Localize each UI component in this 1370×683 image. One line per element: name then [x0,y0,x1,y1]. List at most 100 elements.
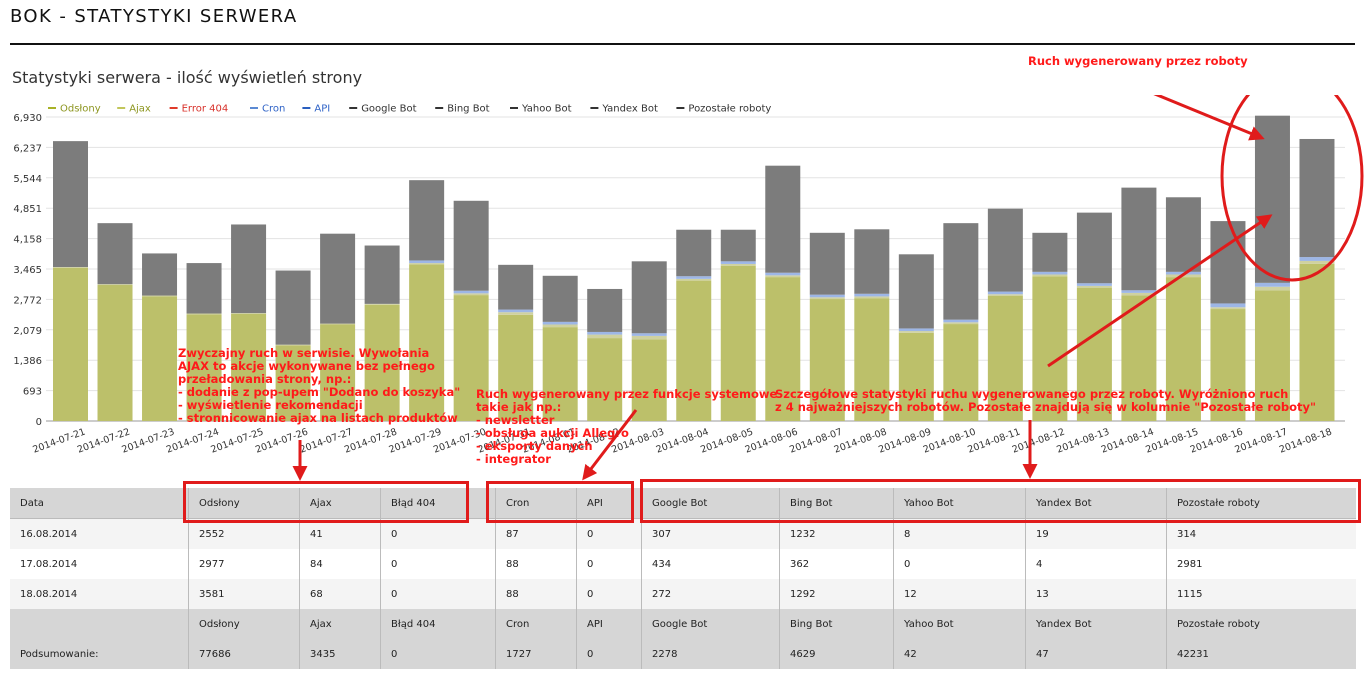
cell: 12 [893,579,1026,609]
y-tick-label: 4,158 [13,235,42,246]
stats-table: Data Odsłony Ajax Błąd 404 Cron API Goog… [10,488,1356,669]
bar-roboty [1121,187,1157,291]
col-header: Bing Bot [779,609,894,639]
arrow-to-system-group [582,409,638,481]
bar-roboty [765,165,801,273]
bar-ajax [97,284,133,286]
bar-cron [898,328,934,332]
cell: 0 [576,579,642,609]
cell: 0 [380,549,496,579]
y-tick-label: 4,851 [13,204,42,215]
cell: 0 [380,518,496,549]
cell-date: 16.08.2014 [20,528,78,540]
col-header: Odsłony [188,488,300,519]
summary-cell: 1727 [495,639,577,669]
bar-roboty [453,200,489,291]
cell: 8 [893,518,1026,549]
bar-roboty [142,253,178,296]
bar-odslony [631,339,667,421]
bar-roboty [275,270,311,345]
bar-ajax [1254,286,1290,291]
bar-odslony [1076,287,1112,421]
cell: 2552 [188,518,300,549]
bar-ajax [53,267,88,268]
y-tick-label: 2,079 [13,326,42,337]
legend-item: Cron [262,104,285,115]
bar-cron [1032,271,1068,275]
bar-odslony [854,298,890,421]
y-tick-label: 2,772 [13,295,42,306]
bar-odslony [1121,295,1157,421]
bar-roboty [898,254,934,329]
bar-odslony [320,324,356,421]
summary-cell: 3435 [299,639,381,669]
bar-ajax [854,296,890,299]
bar-ajax [409,263,445,265]
bar-roboty [809,232,845,295]
bar-ajax [231,313,267,314]
bar-cron [1254,282,1290,287]
bar-odslony [542,327,578,421]
col-header: Yandex Bot [1025,488,1167,519]
bar-roboty [1299,138,1335,258]
arrow-from-bot-details [1047,214,1273,368]
bar-odslony [53,267,88,421]
col-header: Cron [495,488,577,519]
bar-ajax [1210,307,1246,310]
cell-date: 17.08.2014 [20,558,78,570]
bar-cron [809,294,845,298]
table-row: 17.08.2014 2977 84 0 88 0 434 362 0 4 29… [10,549,1356,579]
bar-cron [1121,290,1157,293]
bar-ajax [275,344,311,346]
col-header: Ajax [299,488,381,519]
bar-odslony [720,265,756,421]
bar-odslony [498,314,534,421]
cell: 1292 [779,579,894,609]
bar-odslony [1165,277,1201,421]
bar-cron [1076,283,1112,286]
page-title: BOK - STATYSTYKI SERWERA [10,6,298,27]
bar-ajax [186,313,222,315]
legend-item: Ajax [129,104,151,115]
cell: 434 [641,549,780,579]
cell: 3581 [188,579,300,609]
table-subheader-row: Odsłony Ajax Błąd 404 Cron API Google Bo… [10,609,1356,639]
bar-cron [765,272,801,276]
bar-roboty [631,261,667,334]
bar-cron [498,309,534,313]
cell: 13 [1025,579,1167,609]
col-header: Yahoo Bot [893,488,1026,519]
annotation-bot-traffic: Ruch wygenerowany przez roboty [1028,54,1248,68]
bar-roboty [720,229,756,262]
col-header: Pozostałe roboty [1166,609,1356,639]
col-header: Yandex Bot [1025,609,1167,639]
y-tick-label: 3,465 [13,265,42,276]
chart-legend: Odsłony Ajax Error 404 Cron API Google Bot Bin… [48,104,771,115]
bar-roboty [542,275,578,322]
legend-item: Bing Bot [447,104,489,115]
bar-ajax [453,293,489,296]
bar-ajax [1121,292,1157,296]
bar-odslony [409,264,445,421]
col-header: Data [10,488,189,519]
bar-ajax [809,297,845,300]
cell-date: 18.08.2014 [20,588,78,600]
bar-roboty [409,180,445,261]
bar-roboty [97,223,133,285]
cell: 19 [1025,518,1167,549]
annotation-bot-details: Szczegółowe statystyki ruchu wygenerowan… [775,387,1317,414]
bar-roboty [1076,212,1112,284]
bar-cron [720,261,756,264]
highlight-odslony-group [183,481,469,523]
cell: 1232 [779,518,894,549]
bar-cron [676,276,712,279]
bar-cron [943,319,979,323]
bar-ajax [765,275,801,278]
bar-ajax [320,323,356,325]
bar-cron [542,321,578,325]
y-tick-label: 5,544 [13,174,42,185]
annotation-arrows [1047,95,1364,368]
cell: 0 [380,579,496,609]
cell: 88 [495,579,577,609]
cell: 87 [495,518,577,549]
